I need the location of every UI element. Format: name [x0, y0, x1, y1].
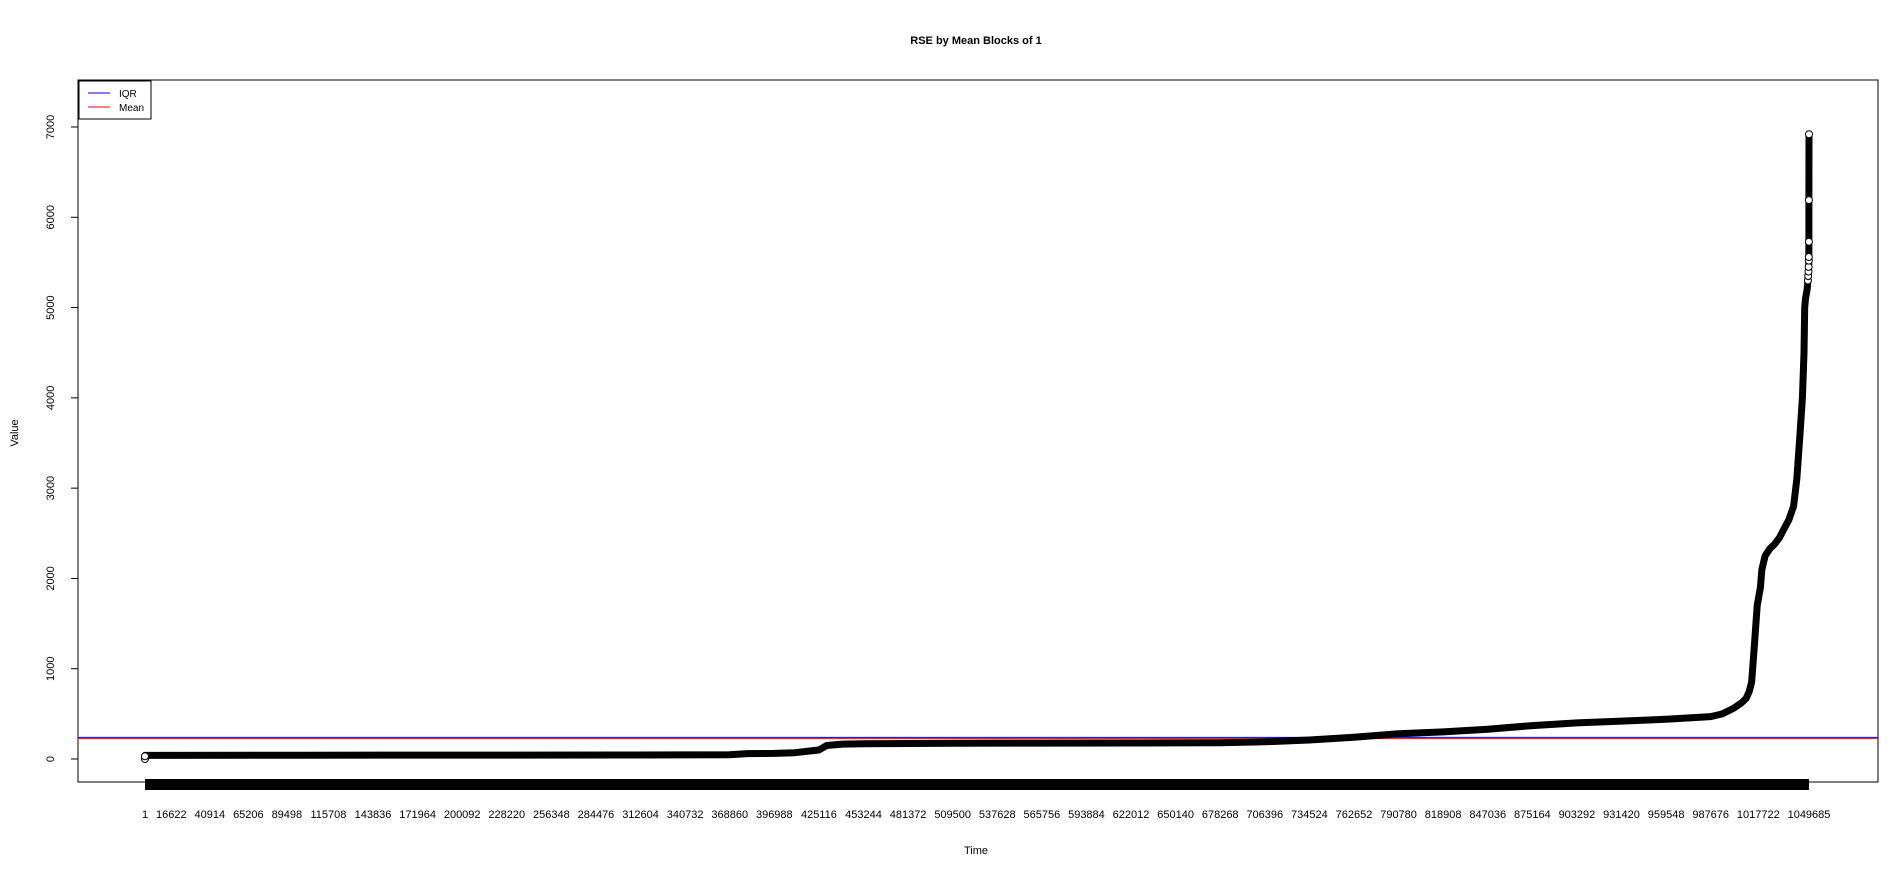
x-tick-label: 509500	[934, 809, 971, 821]
x-axis-label: Time	[964, 845, 988, 857]
x-tick-label: 622012	[1113, 809, 1150, 821]
legend-mean-label: Mean	[119, 103, 144, 114]
x-tick-label: 16622	[156, 809, 187, 821]
x-tick-label: 650140	[1157, 809, 1194, 821]
series-curve	[141, 130, 1813, 763]
data-point	[1804, 196, 1813, 205]
x-tick-label: 284476	[578, 809, 615, 821]
legend-iqr-label: IQR	[119, 89, 137, 100]
y-tick-label: 7000	[45, 115, 57, 139]
x-tick-label: 790780	[1380, 809, 1417, 821]
y-tick-label: 5000	[45, 295, 57, 319]
x-tick-label: 734524	[1291, 809, 1328, 821]
plot-frame	[77, 79, 1879, 783]
x-tick-label: 65206	[233, 809, 264, 821]
x-tick-label: 565756	[1023, 809, 1060, 821]
x-tick-label: 256348	[533, 809, 570, 821]
x-tick-label: 143836	[355, 809, 392, 821]
x-tick-label: 1049685	[1788, 809, 1831, 821]
legend: IQR Mean	[78, 80, 152, 120]
x-tick-label: 481372	[890, 809, 927, 821]
y-tick-label: 6000	[45, 205, 57, 229]
x-tick-label: 762652	[1336, 809, 1373, 821]
x-tick-label: 537628	[979, 809, 1016, 821]
x-tick-label: 1017722	[1737, 809, 1780, 821]
reference-lines	[78, 736, 1878, 740]
chart-title: RSE by Mean Blocks of 1	[910, 35, 1041, 47]
y-tick-label: 4000	[45, 386, 57, 410]
x-tick-label: 706396	[1246, 809, 1283, 821]
x-tick-label: 847036	[1469, 809, 1506, 821]
x-tick-label: 875164	[1514, 809, 1551, 821]
x-tick-label: 987676	[1692, 809, 1729, 821]
x-tick-label: 40914	[195, 809, 226, 821]
data-point	[1805, 130, 1813, 139]
data-point	[1804, 237, 1813, 246]
x-tick-label: 340732	[667, 809, 704, 821]
x-tick-label: 228220	[488, 809, 525, 821]
x-tick-label: 1	[142, 809, 148, 821]
x-tick-label: 89498	[272, 809, 303, 821]
rug-marks	[145, 779, 1809, 790]
x-tick-label: 200092	[444, 809, 481, 821]
x-tick-label: 959548	[1648, 809, 1685, 821]
y-tick-label: 2000	[45, 566, 57, 590]
x-tick-label: 425116	[801, 809, 837, 821]
legend-box	[78, 80, 152, 120]
rug-band	[145, 779, 1809, 790]
x-tick-label: 171964	[399, 809, 436, 821]
x-tick-label: 312604	[622, 809, 659, 821]
data-point	[141, 752, 149, 761]
data-point	[1804, 253, 1813, 261]
x-tick-label: 368860	[711, 809, 748, 821]
x-tick-label: 903292	[1559, 809, 1596, 821]
x-tick-label: 115708	[310, 809, 346, 821]
x-axis: 1 16622 40914 65206 89498 115708 143836 171964 2…	[142, 809, 1830, 821]
x-tick-label: 453244	[845, 809, 882, 821]
x-tick-label: 678268	[1202, 809, 1239, 821]
y-tick-label: 1000	[45, 656, 57, 680]
y-axis-label: Value	[9, 419, 21, 446]
x-tick-label: 818908	[1425, 809, 1462, 821]
x-tick-label: 931420	[1603, 809, 1640, 821]
y-tick-label: 3000	[45, 476, 57, 500]
x-tick-label: 396988	[756, 809, 793, 821]
x-tick-label: 593884	[1068, 809, 1105, 821]
series-layer	[141, 130, 1813, 763]
y-axis: 0 1000 2000 3000 4000 5000 6000 7000	[45, 115, 79, 762]
y-tick-label: 0	[45, 756, 57, 762]
